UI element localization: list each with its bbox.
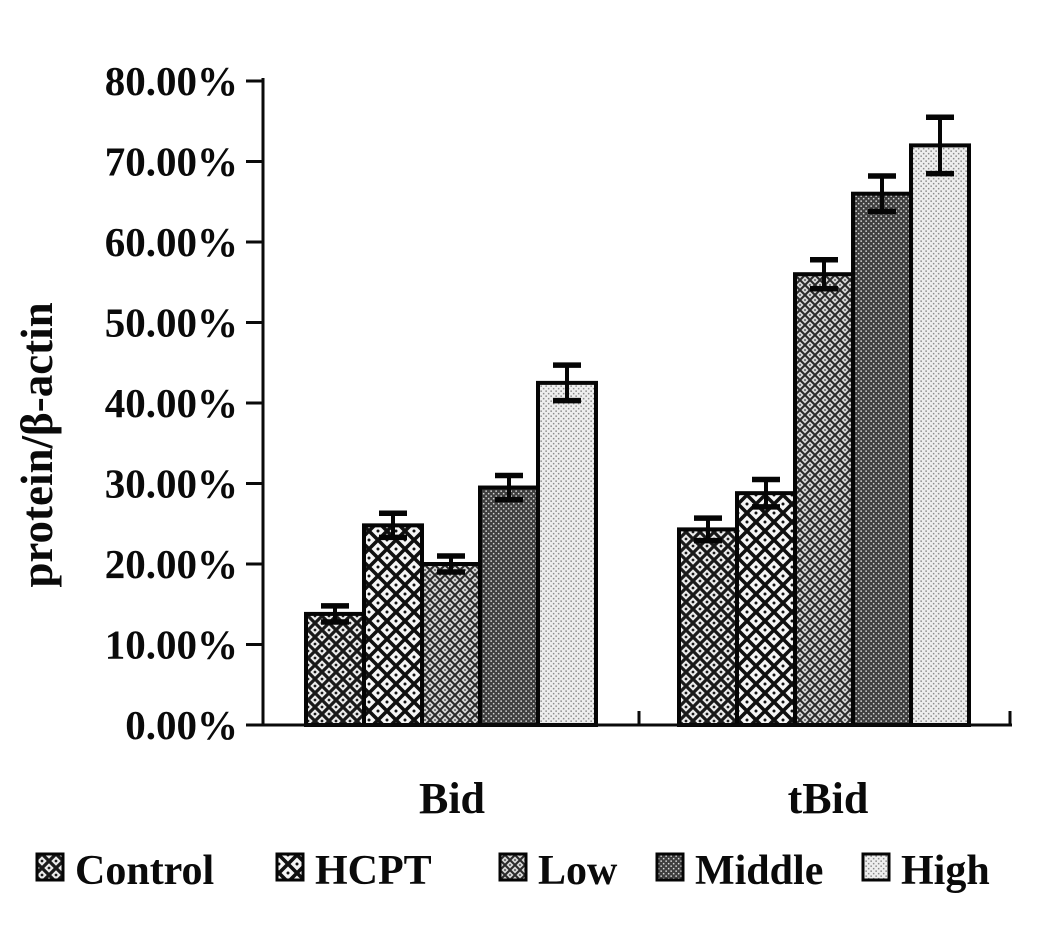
y-tick-label: 30.00% bbox=[105, 461, 238, 507]
plot-bars bbox=[304, 143, 971, 728]
legend-item-low: Low bbox=[498, 848, 618, 894]
bar-tbid-middle bbox=[851, 191, 913, 727]
legend-item-hcpt: HCPT bbox=[275, 848, 432, 894]
bar-bid-hcpt bbox=[362, 523, 424, 727]
legend-swatch-low bbox=[498, 852, 528, 882]
y-tick-label: 40.00% bbox=[105, 380, 238, 426]
legend-item-middle: Middle bbox=[655, 848, 823, 894]
y-tick-label: 10.00% bbox=[105, 622, 238, 668]
legend-item-control: Control bbox=[35, 848, 214, 894]
x-category-label-bid: Bid bbox=[419, 774, 485, 823]
legend-swatch-middle bbox=[655, 852, 685, 882]
error-bars bbox=[321, 114, 954, 625]
legend-item-high: High bbox=[861, 848, 990, 894]
legend-label-high: High bbox=[901, 848, 990, 894]
bar-tbid-control bbox=[677, 527, 739, 728]
y-tick-label: 70.00% bbox=[105, 139, 238, 185]
legend: Control HCPT Low Middle High bbox=[35, 848, 990, 894]
bar-bid-control bbox=[304, 611, 366, 727]
y-axis-title: protein/β-actin bbox=[12, 302, 62, 587]
y-tick-label: 60.00% bbox=[105, 219, 238, 265]
y-axis: 0.00% 10.00% 20.00% 30.00% 40.00% 50.00% 60.00… bbox=[12, 58, 265, 748]
legend-label-control: Control bbox=[75, 848, 214, 894]
legend-label-low: Low bbox=[538, 848, 618, 894]
y-tick-label: 50.00% bbox=[105, 300, 238, 346]
y-tick-label: 0.00% bbox=[125, 702, 238, 748]
bar-bid-middle bbox=[478, 485, 540, 727]
x-axis: Bid tBid bbox=[261, 711, 1012, 823]
legend-label-middle: Middle bbox=[695, 848, 823, 894]
legend-label-hcpt: HCPT bbox=[315, 848, 432, 894]
y-ticks: 0.00% 10.00% 20.00% 30.00% 40.00% 50.00% 60.00… bbox=[105, 58, 263, 748]
legend-swatch-high bbox=[861, 852, 891, 882]
y-tick-label: 80.00% bbox=[105, 58, 238, 104]
x-category-label-tbid: tBid bbox=[788, 774, 869, 823]
legend-swatch-control bbox=[35, 852, 65, 882]
bar-bid-low bbox=[420, 562, 482, 727]
y-tick-label: 20.00% bbox=[105, 541, 238, 587]
bar-tbid-low bbox=[793, 272, 855, 727]
bar-tbid-high bbox=[909, 143, 971, 727]
legend-swatch-hcpt bbox=[275, 852, 305, 882]
bar-tbid-hcpt bbox=[735, 491, 797, 727]
bar-bid-high bbox=[536, 380, 598, 727]
